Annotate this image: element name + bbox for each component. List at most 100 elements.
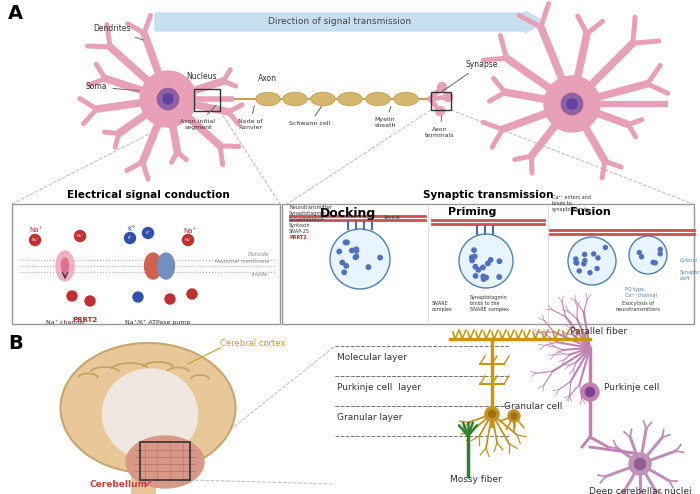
Ellipse shape bbox=[283, 92, 307, 106]
Circle shape bbox=[349, 248, 354, 253]
Circle shape bbox=[143, 228, 153, 239]
Circle shape bbox=[596, 256, 600, 260]
Ellipse shape bbox=[60, 343, 235, 473]
Circle shape bbox=[497, 275, 501, 279]
Text: Synaptobrevin: Synaptobrevin bbox=[289, 217, 325, 222]
Text: Na⁺: Na⁺ bbox=[32, 238, 38, 242]
Text: Soma: Soma bbox=[86, 82, 139, 91]
Circle shape bbox=[485, 407, 499, 421]
Circle shape bbox=[585, 387, 594, 397]
Circle shape bbox=[183, 235, 193, 246]
Circle shape bbox=[574, 260, 578, 264]
Circle shape bbox=[342, 270, 346, 275]
Text: Inside: Inside bbox=[252, 272, 268, 277]
Circle shape bbox=[473, 274, 478, 278]
Text: Electrical signal conduction: Electrical signal conduction bbox=[66, 190, 230, 200]
Circle shape bbox=[640, 255, 643, 259]
Text: Cytosol: Cytosol bbox=[680, 258, 698, 263]
Text: Direction of signal transmission: Direction of signal transmission bbox=[268, 17, 412, 27]
Circle shape bbox=[67, 291, 77, 301]
Circle shape bbox=[497, 259, 502, 263]
Bar bbox=[194, 89, 220, 111]
Text: Na⁺ channel: Na⁺ channel bbox=[46, 320, 85, 325]
Text: Molecular layer: Molecular layer bbox=[337, 353, 407, 362]
Circle shape bbox=[140, 71, 196, 127]
Circle shape bbox=[378, 255, 382, 260]
Text: Cerebellum: Cerebellum bbox=[89, 480, 147, 489]
Circle shape bbox=[165, 294, 175, 304]
Circle shape bbox=[634, 458, 645, 469]
Text: B: B bbox=[8, 334, 22, 353]
Circle shape bbox=[470, 258, 475, 263]
Text: Nucleus: Nucleus bbox=[186, 72, 216, 81]
FancyArrow shape bbox=[155, 11, 545, 33]
Circle shape bbox=[438, 82, 447, 91]
Text: K⁺: K⁺ bbox=[128, 226, 136, 232]
Text: SNARE
complex: SNARE complex bbox=[432, 301, 453, 312]
Text: Outside: Outside bbox=[248, 252, 270, 257]
Text: Myelin
sheath: Myelin sheath bbox=[374, 107, 395, 128]
Text: Synapse: Synapse bbox=[442, 60, 498, 91]
Text: Na⁺: Na⁺ bbox=[76, 234, 83, 238]
Text: Na⁺: Na⁺ bbox=[183, 228, 197, 234]
Text: Fusion: Fusion bbox=[570, 207, 610, 217]
Circle shape bbox=[158, 88, 178, 110]
Circle shape bbox=[653, 261, 657, 265]
Ellipse shape bbox=[311, 92, 335, 106]
Text: Cerebral cortex: Cerebral cortex bbox=[220, 339, 286, 348]
Circle shape bbox=[29, 235, 41, 246]
Circle shape bbox=[561, 93, 582, 115]
Circle shape bbox=[637, 250, 641, 254]
Circle shape bbox=[629, 453, 651, 475]
Bar bbox=[431, 92, 451, 110]
Circle shape bbox=[544, 76, 600, 132]
Circle shape bbox=[340, 260, 344, 265]
Circle shape bbox=[354, 248, 358, 253]
Ellipse shape bbox=[256, 92, 280, 106]
Circle shape bbox=[574, 257, 578, 261]
Circle shape bbox=[578, 269, 581, 273]
Circle shape bbox=[125, 233, 136, 244]
Text: Na⁺/K⁺ ATPase pump: Na⁺/K⁺ ATPase pump bbox=[125, 320, 190, 325]
Ellipse shape bbox=[102, 369, 197, 459]
Circle shape bbox=[592, 252, 596, 256]
Text: Synaptic
cleft: Synaptic cleft bbox=[680, 270, 700, 281]
Circle shape bbox=[444, 92, 452, 101]
Text: Purkinje cell: Purkinje cell bbox=[604, 383, 659, 393]
Text: Mossy fiber: Mossy fiber bbox=[450, 475, 502, 484]
Text: Granular cell: Granular cell bbox=[504, 402, 562, 411]
Ellipse shape bbox=[338, 92, 362, 106]
Text: Ca²⁺ enters and
binds to
synaptotagmin: Ca²⁺ enters and binds to synaptotagmin bbox=[552, 196, 591, 212]
Circle shape bbox=[511, 413, 517, 419]
Circle shape bbox=[489, 258, 493, 262]
Circle shape bbox=[435, 107, 444, 116]
Circle shape bbox=[354, 255, 358, 259]
Circle shape bbox=[489, 411, 496, 417]
Text: PRRT2: PRRT2 bbox=[289, 235, 307, 240]
Text: K⁺: K⁺ bbox=[146, 231, 150, 235]
Circle shape bbox=[472, 248, 476, 252]
Circle shape bbox=[344, 264, 349, 268]
Text: Neurotransmitter: Neurotransmitter bbox=[289, 205, 332, 210]
Ellipse shape bbox=[394, 92, 418, 106]
Text: PQ type
Ca²⁺ channel: PQ type Ca²⁺ channel bbox=[625, 287, 657, 298]
Text: Na⁺: Na⁺ bbox=[29, 227, 43, 233]
Circle shape bbox=[337, 249, 342, 254]
Text: Synaptic transmission: Synaptic transmission bbox=[423, 190, 553, 200]
Circle shape bbox=[629, 236, 667, 274]
Circle shape bbox=[481, 265, 485, 270]
Circle shape bbox=[658, 247, 662, 251]
Text: Syntaxin: Syntaxin bbox=[289, 223, 311, 228]
Circle shape bbox=[603, 246, 608, 249]
Bar bbox=[140, 442, 190, 480]
Ellipse shape bbox=[158, 253, 174, 279]
Circle shape bbox=[74, 231, 85, 242]
Ellipse shape bbox=[126, 436, 204, 488]
Text: Dendrites: Dendrites bbox=[93, 25, 144, 40]
Text: Node of
Ranvier: Node of Ranvier bbox=[238, 106, 262, 130]
Circle shape bbox=[658, 252, 662, 256]
Circle shape bbox=[581, 383, 599, 401]
Circle shape bbox=[366, 265, 370, 269]
Circle shape bbox=[354, 254, 358, 259]
Circle shape bbox=[582, 262, 586, 266]
